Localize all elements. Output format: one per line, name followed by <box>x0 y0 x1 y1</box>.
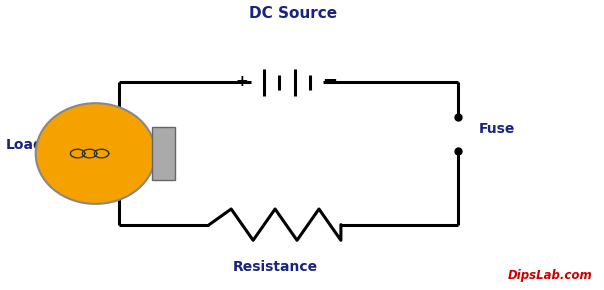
Text: Resistance: Resistance <box>233 260 318 274</box>
Text: DC Source: DC Source <box>249 6 337 21</box>
Text: +: + <box>236 73 248 88</box>
Bar <box>152 127 175 180</box>
Text: Load: Load <box>6 138 43 152</box>
Text: DipsLab.com: DipsLab.com <box>507 269 593 282</box>
Ellipse shape <box>36 103 155 204</box>
Text: −: − <box>323 72 338 90</box>
Text: Fuse: Fuse <box>478 122 515 136</box>
